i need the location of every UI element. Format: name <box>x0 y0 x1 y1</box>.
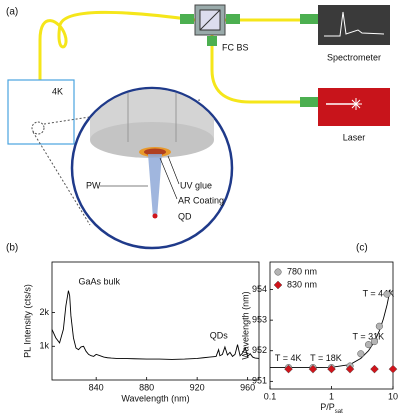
connector <box>300 97 318 107</box>
x-tick-label: 0.1 <box>264 391 277 401</box>
ar-coating <box>144 148 166 156</box>
laser-box <box>318 88 390 126</box>
panel-label: (a) <box>6 7 18 18</box>
spectrometer-icon <box>324 11 385 37</box>
circle-marker <box>274 268 282 276</box>
connector <box>300 14 318 24</box>
annotation: QDs <box>210 331 229 341</box>
y-tick-label: 951 <box>252 376 267 386</box>
annotation: T = 18K <box>310 353 342 363</box>
circle-marker <box>375 322 383 330</box>
x-axis-label: Wavelength (nm) <box>121 393 189 403</box>
splitter-label: FC BS <box>222 42 249 52</box>
laser-spot <box>350 98 362 110</box>
annotation: T = 31K <box>353 331 385 341</box>
fiber <box>210 35 318 104</box>
diamond-marker <box>284 364 293 374</box>
circle-marker <box>383 290 391 298</box>
x-axis-label-main: P/P <box>320 402 335 412</box>
x-tick-label: 840 <box>89 382 104 392</box>
laser-label: Laser <box>343 132 366 142</box>
cryostat-box <box>7 79 75 145</box>
pw-label: PW <box>86 180 101 190</box>
photonic-wire <box>148 154 162 218</box>
diagram: FC BS Spectrometer Laser 4K PW UV glue A… <box>6 4 390 250</box>
x-tick-label: 960 <box>240 382 255 392</box>
diamond-marker <box>273 280 283 290</box>
y-tick-label: 954 <box>252 284 267 294</box>
qd-label: QD <box>178 211 192 221</box>
annotation: GaAs bulk <box>79 277 121 287</box>
legend-label: 830 nm <box>287 279 317 289</box>
circle-marker <box>364 341 373 349</box>
annotation: T = 4K <box>275 353 302 363</box>
splitter-diagonal <box>199 9 221 31</box>
spectrometer-label: Spectrometer <box>327 52 381 62</box>
y-axis-label: PL Intensity (cts/s) <box>22 284 32 358</box>
connector <box>180 14 194 24</box>
diamond-marker <box>388 364 398 374</box>
y-tick-label: 952 <box>252 345 267 355</box>
plot-frame <box>51 261 260 381</box>
y-tick-label: 2k <box>39 307 49 317</box>
legend-label: 780 nm <box>287 266 317 276</box>
ar-coating-label: AR Coating <box>178 195 224 205</box>
x-tick-label: 920 <box>190 382 205 392</box>
uv-glue-label: UV glue <box>180 180 212 190</box>
y-axis-label: Wavelength (nm) <box>240 291 250 359</box>
x-axis-label-sub: sat <box>335 409 343 415</box>
x-tick-label: 1 <box>329 391 334 401</box>
diamond-marker <box>308 364 318 374</box>
connector <box>226 14 240 24</box>
fiber <box>38 10 196 80</box>
zoom-origin <box>31 121 45 135</box>
annotation: T = 44K <box>363 289 395 299</box>
diamond-marker <box>345 364 355 374</box>
quantum-dot <box>152 213 158 219</box>
circle-marker <box>357 350 365 358</box>
pointer <box>159 157 178 200</box>
pointer <box>167 155 180 185</box>
y-tick-label: 953 <box>252 315 267 325</box>
x-tick-label: 10 <box>388 391 398 401</box>
diamond-marker <box>370 364 379 374</box>
x-tick-label: 880 <box>139 382 154 392</box>
cryostat-label: 4K <box>52 86 63 96</box>
ferrule-face <box>90 122 214 158</box>
y-tick-label: 1k <box>39 341 49 351</box>
fit-line <box>270 289 391 369</box>
panel-label: (c) <box>356 243 368 254</box>
circle-marker <box>370 338 379 346</box>
x-axis-label: P/Psat <box>320 402 343 414</box>
spectrometer-box <box>318 5 390 45</box>
connector <box>207 36 217 46</box>
diamond-marker <box>327 364 336 374</box>
panel-label: (b) <box>6 243 18 254</box>
spectrum-line <box>51 290 260 360</box>
